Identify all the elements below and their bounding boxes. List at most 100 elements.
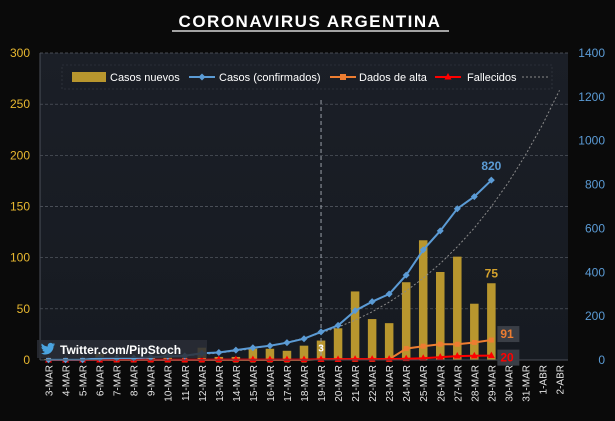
point-casos-confirmados-29-MAR [487,176,495,184]
y-right-tick-600: 600 [585,221,605,235]
legend-marker-fallecidos [444,73,452,80]
legend: Casos nuevos Casos (confirmados) Dados de … [61,64,553,90]
point-casos-confirmados-22-MAR [368,298,376,306]
point-casos-confirmados-14-MAR [232,346,240,354]
data-label-75: 75 [485,266,499,280]
x-tick-28-MAR: 28-MAR [470,365,481,402]
bar-22-MAR [367,319,377,360]
y-axis-right: 0 200 400 600 800 1000 1200 1400 [578,46,605,367]
y-left-tick-50: 50 [17,302,31,316]
x-tick-4-MAR: 4-MAR [62,365,73,396]
x-tick-17-MAR: 17-MAR [283,365,294,402]
point-dados-de-alta-26-MAR [437,341,443,347]
bar-19-MAR [316,340,326,360]
point-fallecidos-29-MAR [487,351,495,359]
point-casos-confirmados-23-MAR [385,290,393,298]
y-right-tick-1400: 1400 [578,46,605,60]
x-tick-20-MAR: 20-MAR [334,365,345,402]
bar-25-MAR [418,240,428,360]
x-tick-16-MAR: 16-MAR [266,365,277,402]
data-labels: 820 75 91 20 3 [318,159,520,366]
x-tick-31-MAR: 31-MAR [521,365,532,402]
y-left-tick-0: 0 [23,353,30,367]
point-casos-confirmados-28-MAR [470,193,478,201]
legend-label-dados-de-alta: Dados de alta [359,72,428,84]
point-casos-confirmados-24-MAR [402,271,410,279]
x-tick-8-MAR: 8-MAR [130,365,141,396]
x-axis: 3-MAR 4-MAR 5-MAR 6-MAR 7-MAR 8-MAR 9-MAR 10-MA… [40,359,568,402]
point-casos-confirmados-19-MAR [317,328,325,336]
point-fallecidos-27-MAR [453,352,461,359]
legend-label-casos-confirmados: Casos (confirmados) [219,72,320,84]
x-tick-12-MAR: 12-MAR [198,365,209,402]
y-right-tick-800: 800 [585,178,605,192]
legend-label-fallecidos: Fallecidos [467,72,517,84]
bar-18-MAR [299,345,309,360]
label-bg-91 [497,326,520,343]
y-right-tick-1200: 1200 [578,90,605,104]
watermark-background [37,340,207,358]
y-axis-left: 0 50 100 150 200 250 300 [10,46,30,367]
x-tick-19-MAR: 19-MAR [317,365,328,402]
point-dados-de-alta-25-MAR [420,343,426,349]
point-fallecidos-25-MAR [419,354,427,361]
point-casos-confirmados-15-MAR [249,344,257,352]
bar-21-MAR [350,291,360,360]
x-tick-15-MAR: 15-MAR [249,365,260,402]
y-left-tick-100: 100 [10,251,30,265]
y-left-tick-250: 250 [10,97,30,111]
x-tick-9-MAR: 9-MAR [147,365,158,396]
point-casos-confirmados-13-MAR [215,349,223,357]
x-tick-10-MAR: 10-MAR [164,365,175,402]
point-dados-de-alta-24-MAR [403,346,409,352]
x-tick-3-MAR: 3-MAR [45,365,56,396]
x-tick-21-MAR: 21-MAR [351,365,362,402]
chart-title: CORONAVIRUS ARGENTINA [179,12,442,31]
point-casos-confirmados-18-MAR [300,335,308,343]
y-left-tick-200: 200 [10,148,30,162]
legend-label-casos-nuevos: Casos nuevos [110,72,180,84]
point-casos-confirmados-21-MAR [351,307,359,315]
x-tick-23-MAR: 23-MAR [385,365,396,402]
x-tick-22-MAR: 22-MAR [368,365,379,402]
y-right-tick-200: 200 [585,309,605,323]
point-casos-confirmados-27-MAR [453,205,461,213]
bar-15-MAR [248,348,258,360]
x-tick-14-MAR: 14-MAR [232,365,243,402]
twitter-bird-icon [41,342,55,355]
data-label-20: 20 [500,351,514,365]
bar-24-MAR [401,282,411,360]
bar-28-MAR [470,303,479,360]
x-tick-18-MAR: 18-MAR [300,365,311,402]
point-casos-confirmados-16-MAR [266,342,274,350]
label-bg-20 [497,349,520,366]
point-dados-de-alta-28-MAR [471,339,477,345]
y-left-tick-150: 150 [10,200,30,214]
bar-29-MAR [487,283,496,360]
x-tick-11-MAR: 11-MAR [181,365,192,401]
x-tick-6-MAR: 6-MAR [96,365,107,396]
legend-marker-dados-de-alta [340,74,346,80]
bar-23-MAR [384,323,394,360]
x-tick-29-MAR: 29-MAR [487,365,498,402]
y-left-tick-300: 300 [10,46,30,60]
point-fallecidos-26-MAR [436,353,444,360]
x-tick-7-MAR: 7-MAR [113,365,124,396]
watermark-text: Twitter.com/PipStoch [60,343,181,357]
x-tick-13-MAR: 13-MAR [215,365,226,402]
legend-swatch-casos-nuevos [72,72,106,82]
bar-27-MAR [453,256,462,360]
data-label-91: 91 [500,327,514,341]
point-casos-confirmados-20-MAR [334,321,342,329]
bar-20-MAR [333,328,343,360]
y-right-tick-400: 400 [585,265,605,279]
point-casos-confirmados-26-MAR [436,227,444,235]
x-tick-26-MAR: 26-MAR [436,365,447,402]
y-right-tick-0: 0 [598,353,605,367]
point-casos-confirmados-25-MAR [419,246,427,254]
bar-16-MAR [265,348,275,360]
point-dados-de-alta-29-MAR [488,337,494,343]
x-tick-5-MAR: 5-MAR [79,365,90,396]
watermark: Twitter.com/PipStoch [37,340,207,358]
